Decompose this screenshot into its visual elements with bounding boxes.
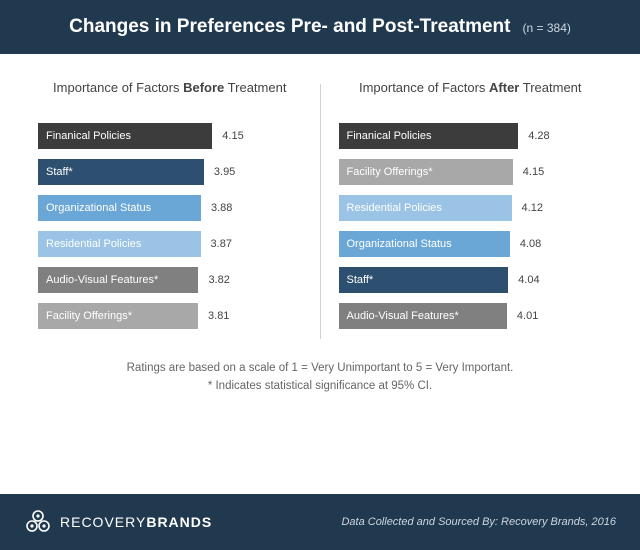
bar: Staff* [38,159,204,185]
after-column: Importance of Factors After Treatment Fi… [321,80,621,339]
bar-row: Finanical Policies 4.28 [339,123,603,149]
brand-text-bold: BRANDS [146,514,212,530]
footnote-significance: * Indicates statistical significance at … [30,377,610,395]
bar-value: 3.95 [214,166,244,178]
header-bar: Changes in Preferences Pre- and Post-Tre… [0,0,640,54]
bar-row: Facility Offerings* 3.81 [38,303,302,329]
after-bars: Finanical Policies 4.28 Facility Offerings… [339,123,603,329]
bar-value: 4.15 [523,166,553,178]
bar: Finanical Policies [339,123,519,149]
bar: Audio-Visual Features* [339,303,507,329]
bar: Organizational Status [38,195,201,221]
bar-row: Staff* 4.04 [339,267,603,293]
before-title: Importance of Factors Before Treatment [38,80,302,95]
bar: Residential Policies [339,195,512,221]
recovery-brands-icon [24,508,52,536]
bar-row: Audio-Visual Features* 3.82 [38,267,302,293]
bar: Finanical Policies [38,123,212,149]
bar: Audio-Visual Features* [38,267,198,293]
bar-value: 3.82 [208,274,238,286]
bar-row: Staff* 3.95 [38,159,302,185]
bar-row: Audio-Visual Features* 4.01 [339,303,603,329]
bar-row: Residential Policies 3.87 [38,231,302,257]
bar-row: Residential Policies 4.12 [339,195,603,221]
bar: Organizational Status [339,231,510,257]
bar-value: 3.87 [211,238,241,250]
bar: Staff* [339,267,509,293]
bar: Facility Offerings* [339,159,513,185]
bar-value: 4.28 [528,130,558,142]
bar-row: Facility Offerings* 4.15 [339,159,603,185]
chart-area: Importance of Factors Before Treatment F… [0,54,640,349]
bar-value: 4.04 [518,274,548,286]
bar-value: 4.01 [517,310,547,322]
footer-bar: RECOVERYBRANDS Data Collected and Source… [0,494,640,550]
before-bars: Finanical Policies 4.15 Staff* 3.95 Organiza… [38,123,302,329]
sample-size: (n = 384) [523,21,571,35]
bar-row: Finanical Policies 4.15 [38,123,302,149]
brand-text-thin: RECOVERY [60,514,146,530]
bar-row: Organizational Status 4.08 [339,231,603,257]
bar: Facility Offerings* [38,303,198,329]
footnote-scale: Ratings are based on a scale of 1 = Very… [30,359,610,377]
bar: Residential Policies [38,231,201,257]
bar-value: 4.15 [222,130,252,142]
bar-value: 3.81 [208,310,238,322]
bar-value: 4.12 [522,202,552,214]
bar-value: 4.08 [520,238,550,250]
data-source: Data Collected and Sourced By: Recovery … [341,516,616,528]
bar-value: 3.88 [211,202,241,214]
bar-row: Organizational Status 3.88 [38,195,302,221]
page-title: Changes in Preferences Pre- and Post-Tre… [69,16,510,38]
brand-logo: RECOVERYBRANDS [24,508,212,536]
footnotes: Ratings are based on a scale of 1 = Very… [0,359,640,396]
after-title: Importance of Factors After Treatment [339,80,603,95]
before-column: Importance of Factors Before Treatment F… [20,80,320,339]
